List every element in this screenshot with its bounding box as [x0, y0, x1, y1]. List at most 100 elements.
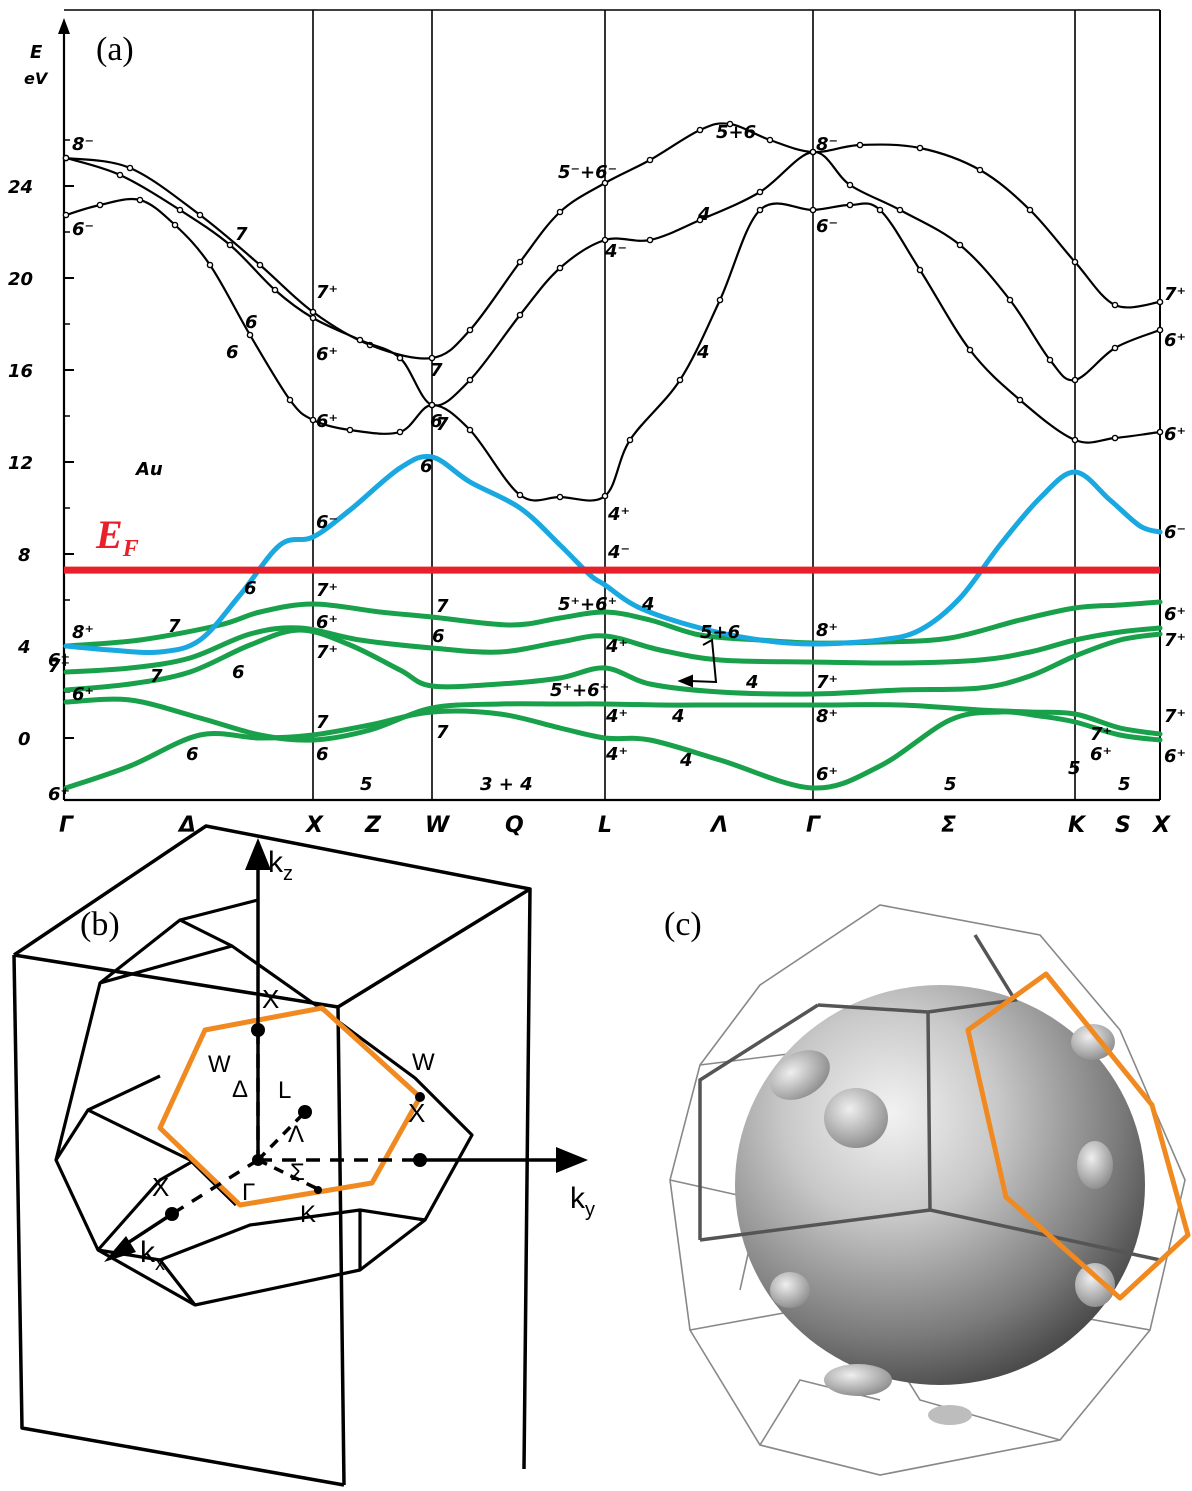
- d-band-curve: [63, 625, 1163, 675]
- band-point: [856, 141, 864, 149]
- state-label: 7: [316, 712, 329, 733]
- band-point: [1111, 344, 1119, 352]
- state-label: 4: [697, 204, 711, 225]
- band-point: [256, 261, 264, 269]
- point-lambda: Λ: [288, 1121, 304, 1148]
- band-point: [1156, 428, 1164, 436]
- state-label: 7⁺: [1164, 630, 1186, 651]
- state-label: 4: [745, 672, 759, 693]
- band-point: [916, 266, 924, 274]
- band-point: [676, 376, 684, 384]
- band-point: [62, 154, 70, 162]
- state-label: 7: [235, 224, 248, 245]
- band-point: [601, 492, 609, 500]
- k-point-label: Δ: [177, 813, 196, 838]
- point-x-top: X: [262, 984, 279, 1014]
- band-point: [206, 261, 214, 269]
- state-label: 6⁺: [48, 650, 70, 671]
- band-point: [136, 196, 144, 204]
- d-band-curve: [63, 627, 1163, 697]
- band-point: [696, 126, 704, 134]
- state-label: 6⁺: [316, 612, 338, 633]
- state-label: 6: [186, 744, 199, 765]
- band-point: [726, 120, 734, 128]
- band-point: [556, 208, 564, 216]
- state-label: 6⁻: [316, 512, 338, 533]
- band-point: [346, 426, 354, 434]
- fermi-level-label: EF: [95, 512, 139, 562]
- upper-bands: [62, 120, 1164, 502]
- k-point-label: L: [598, 813, 612, 838]
- k-point-label: Λ: [709, 813, 728, 838]
- state-label: 4⁺: [607, 504, 630, 525]
- d-band-curve: [63, 599, 1163, 649]
- state-label: 6⁺: [816, 764, 838, 785]
- point-l: L: [278, 1077, 291, 1104]
- panel-c-label: (c): [664, 906, 702, 943]
- k-point-label: X: [1151, 813, 1171, 838]
- state-label: 7⁺: [316, 642, 338, 663]
- band-point: [626, 436, 634, 444]
- k-point-label: K: [1068, 813, 1087, 838]
- y-axis-symbol: E: [30, 42, 43, 63]
- symmetry-line-label: 5: [944, 774, 957, 795]
- band-point: [766, 136, 774, 144]
- state-label: 6⁻: [1164, 522, 1186, 543]
- band-point: [756, 188, 764, 196]
- state-label: 4⁺: [605, 744, 628, 765]
- band-point: [1006, 296, 1014, 304]
- band-point: [126, 164, 134, 172]
- band-point: [396, 354, 404, 362]
- symmetry-line-label: 5: [360, 774, 373, 795]
- band-point: [62, 211, 70, 219]
- band-point: [96, 201, 104, 209]
- point-w-right: W: [412, 1049, 435, 1076]
- state-label: 7⁺: [1164, 284, 1186, 305]
- state-label: 7⁺: [48, 656, 70, 677]
- kx-label: kx: [140, 1236, 165, 1275]
- y-tick-label: 8: [18, 545, 31, 566]
- state-label: 6⁻: [72, 219, 94, 240]
- band-point: [466, 376, 474, 384]
- orange-hexagon-b: [157, 1005, 423, 1208]
- panel-a-label: (a): [96, 31, 134, 68]
- band-point: [976, 166, 984, 174]
- state-label: 5⁺+6⁺: [550, 680, 609, 701]
- state-label: 8⁺: [816, 620, 838, 641]
- band-point: [956, 241, 964, 249]
- band-point: [556, 493, 564, 501]
- k-point-label: W: [425, 813, 451, 838]
- band-point: [428, 401, 436, 409]
- ky-label: ky: [570, 1182, 595, 1221]
- state-label: 8⁺: [816, 706, 838, 727]
- band-point: [1016, 396, 1024, 404]
- band-point: [696, 216, 704, 224]
- band-point: [646, 156, 654, 164]
- band-point: [756, 206, 764, 214]
- state-label: 6⁺: [1164, 746, 1186, 767]
- d-band-curve: [63, 708, 1163, 791]
- fermi-label-main: E: [95, 512, 123, 557]
- band-point: [428, 354, 436, 362]
- material-label: Au: [134, 459, 163, 480]
- k-point-label: S: [1115, 813, 1131, 838]
- band-point: [196, 211, 204, 219]
- state-label: 6: [432, 626, 445, 647]
- band-point: [966, 346, 974, 354]
- state-label: 7⁺: [316, 282, 338, 303]
- state-label: 8⁻: [816, 134, 838, 155]
- band-point: [116, 171, 124, 179]
- state-label: 4⁻: [604, 241, 627, 262]
- band-point: [466, 326, 474, 334]
- band-point: [271, 286, 279, 294]
- band-point: [309, 314, 317, 322]
- band-curve: [65, 150, 1161, 407]
- state-label: 7: [150, 666, 163, 687]
- k-point-label: Γ: [806, 813, 821, 838]
- state-label: 5+6: [716, 122, 756, 143]
- state-label: 7: [168, 616, 181, 637]
- point-k: K: [300, 1201, 316, 1228]
- state-label: 8⁺: [72, 622, 94, 643]
- state-label: 6⁺: [72, 684, 94, 705]
